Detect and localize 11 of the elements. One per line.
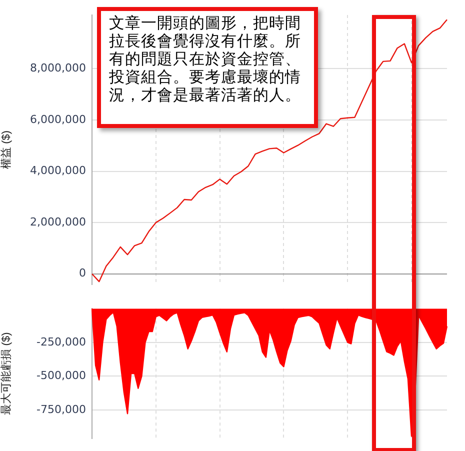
y-tick-label: 6,000,000 — [30, 112, 86, 126]
y-tick-label: -500,000 — [36, 369, 86, 382]
y-tick-label: -250,000 — [36, 335, 86, 348]
y-tick-label: 8,000,000 — [30, 61, 86, 74]
annotation: 文章一開頭的圖形，把時間拉長後會覺得沒有什麼。所有的問題只在於資金控管、投資組合。要考慮最壞的情況，才會是最著活著的人。 — [97, 7, 318, 128]
y-tick-label: 4,000,000 — [30, 164, 86, 178]
y-tick-label: 0 — [79, 266, 86, 280]
y-axis-title: 權益 ($) — [0, 130, 13, 169]
y-axis-title: 最大可能虧損 ($) — [0, 332, 13, 415]
y-tick-label: -750,000 — [36, 402, 86, 416]
y-tick-label: 2,000,000 — [30, 215, 86, 228]
